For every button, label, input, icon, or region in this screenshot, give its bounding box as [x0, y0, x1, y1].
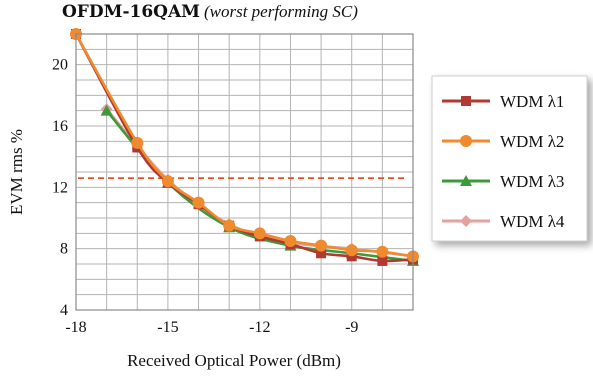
legend-marker-wdm-2: [460, 135, 472, 147]
legend-label: WDM λ3: [500, 172, 564, 191]
legend-item-wdm-1: WDM λ1: [442, 92, 564, 111]
plot-border: [75, 33, 414, 311]
series-layer: [70, 28, 419, 266]
legend-item-wdm-2: WDM λ2: [442, 132, 564, 151]
legend-label: WDM λ4: [500, 212, 565, 231]
data-point-wdm-1: [316, 248, 327, 259]
legend-label: WDM λ1: [500, 92, 564, 111]
data-point-wdm-2: [376, 245, 389, 258]
x-tick-label: -18: [65, 319, 86, 336]
data-point-wdm-1: [377, 255, 388, 266]
chart-title: OFDM-16QAM (worst performing SC): [62, 2, 358, 22]
legend-box: [431, 75, 588, 242]
y-tick-label: 16: [52, 118, 68, 135]
x-axis-ticks: -18 -15 -12 -9: [65, 319, 358, 336]
y-tick-label: 12: [52, 179, 68, 196]
legend-marker-wdm-3: [460, 175, 472, 186]
x-axis-label: Received Optical Power (dBm): [127, 351, 341, 370]
legend-marker-wdm-4: [460, 215, 472, 227]
x-tick-label: -9: [345, 319, 358, 336]
x-tick-label: -15: [157, 319, 178, 336]
legend-item-wdm-3: WDM λ3: [442, 172, 564, 191]
data-point-wdm-2: [161, 175, 174, 188]
y-axis-ticks: 4 8 12 16 20: [52, 57, 68, 319]
data-point-wdm-1: [346, 251, 357, 262]
x-tick-label: -12: [249, 319, 270, 336]
data-point-wdm-2: [345, 244, 358, 257]
series-wdm-2: [70, 28, 419, 263]
y-tick-label: 20: [52, 57, 68, 74]
legend: WDM λ1 WDM λ2 WDM λ3 WDM λ4: [431, 75, 588, 242]
data-point-wdm-2: [253, 227, 266, 240]
legend-item-wdm-4: WDM λ4: [442, 212, 565, 231]
data-point-wdm-2: [223, 219, 236, 232]
y-tick-label: 8: [60, 241, 68, 258]
legend-label: WDM λ2: [500, 132, 564, 151]
data-point-wdm-2: [131, 136, 144, 149]
y-axis-label: EVM rms %: [7, 129, 26, 215]
data-point-wdm-2: [192, 196, 205, 209]
y-tick-label: 4: [60, 302, 68, 319]
data-point-wdm-2: [284, 235, 297, 247]
data-point-wdm-2: [315, 239, 328, 252]
data-point-wdm-3: [100, 104, 113, 116]
legend-marker-wdm-1: [461, 96, 471, 106]
